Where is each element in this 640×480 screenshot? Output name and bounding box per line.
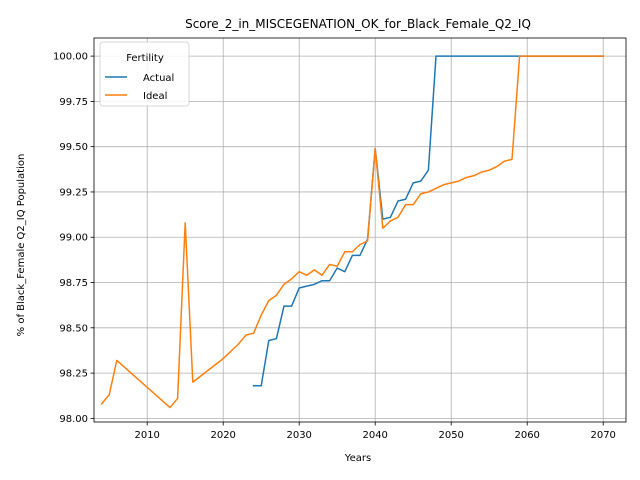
y-tick-label: 100.00 <box>53 52 88 63</box>
y-tick-label: 98.25 <box>59 369 88 380</box>
series-line-ideal <box>100 55 604 409</box>
x-axis-label: Years <box>344 453 371 464</box>
legend: Fertility Actual Ideal <box>99 41 190 107</box>
y-tick-label: 99.25 <box>59 187 88 198</box>
axis-ticks: 2010 2020 2030 2040 2050 2060 2070 98.00 98.25 98… <box>53 52 616 441</box>
plot-frame <box>93 37 627 423</box>
x-tick-label: 2010 <box>134 430 159 441</box>
x-tick-label: 2030 <box>286 430 311 441</box>
legend-label-ideal: Ideal <box>143 91 167 102</box>
legend-title: Fertility <box>126 53 164 64</box>
y-tick-label: 98.00 <box>59 414 88 425</box>
y-tick-label: 98.75 <box>59 278 88 289</box>
y-tick-label: 99.50 <box>59 142 88 153</box>
y-axis-label: % of Black_Female Q2_IQ Population <box>16 154 27 337</box>
x-tick-label: 2050 <box>438 430 463 441</box>
legend-label-actual: Actual <box>143 73 174 84</box>
x-tick-label: 2040 <box>362 430 387 441</box>
y-tick-label: 99.75 <box>59 97 88 108</box>
y-tick-label: 98.50 <box>59 323 88 334</box>
x-tick-label: 2060 <box>514 430 539 441</box>
chart-title: Score_2_in_MISCEGENATION_OK_for_Black_Fe… <box>185 17 531 31</box>
x-tick-label: 2070 <box>590 430 615 441</box>
x-tick-label: 2020 <box>210 430 235 441</box>
y-tick-label: 99.00 <box>59 233 88 244</box>
series-lines <box>100 55 604 409</box>
legend-box <box>99 41 190 107</box>
